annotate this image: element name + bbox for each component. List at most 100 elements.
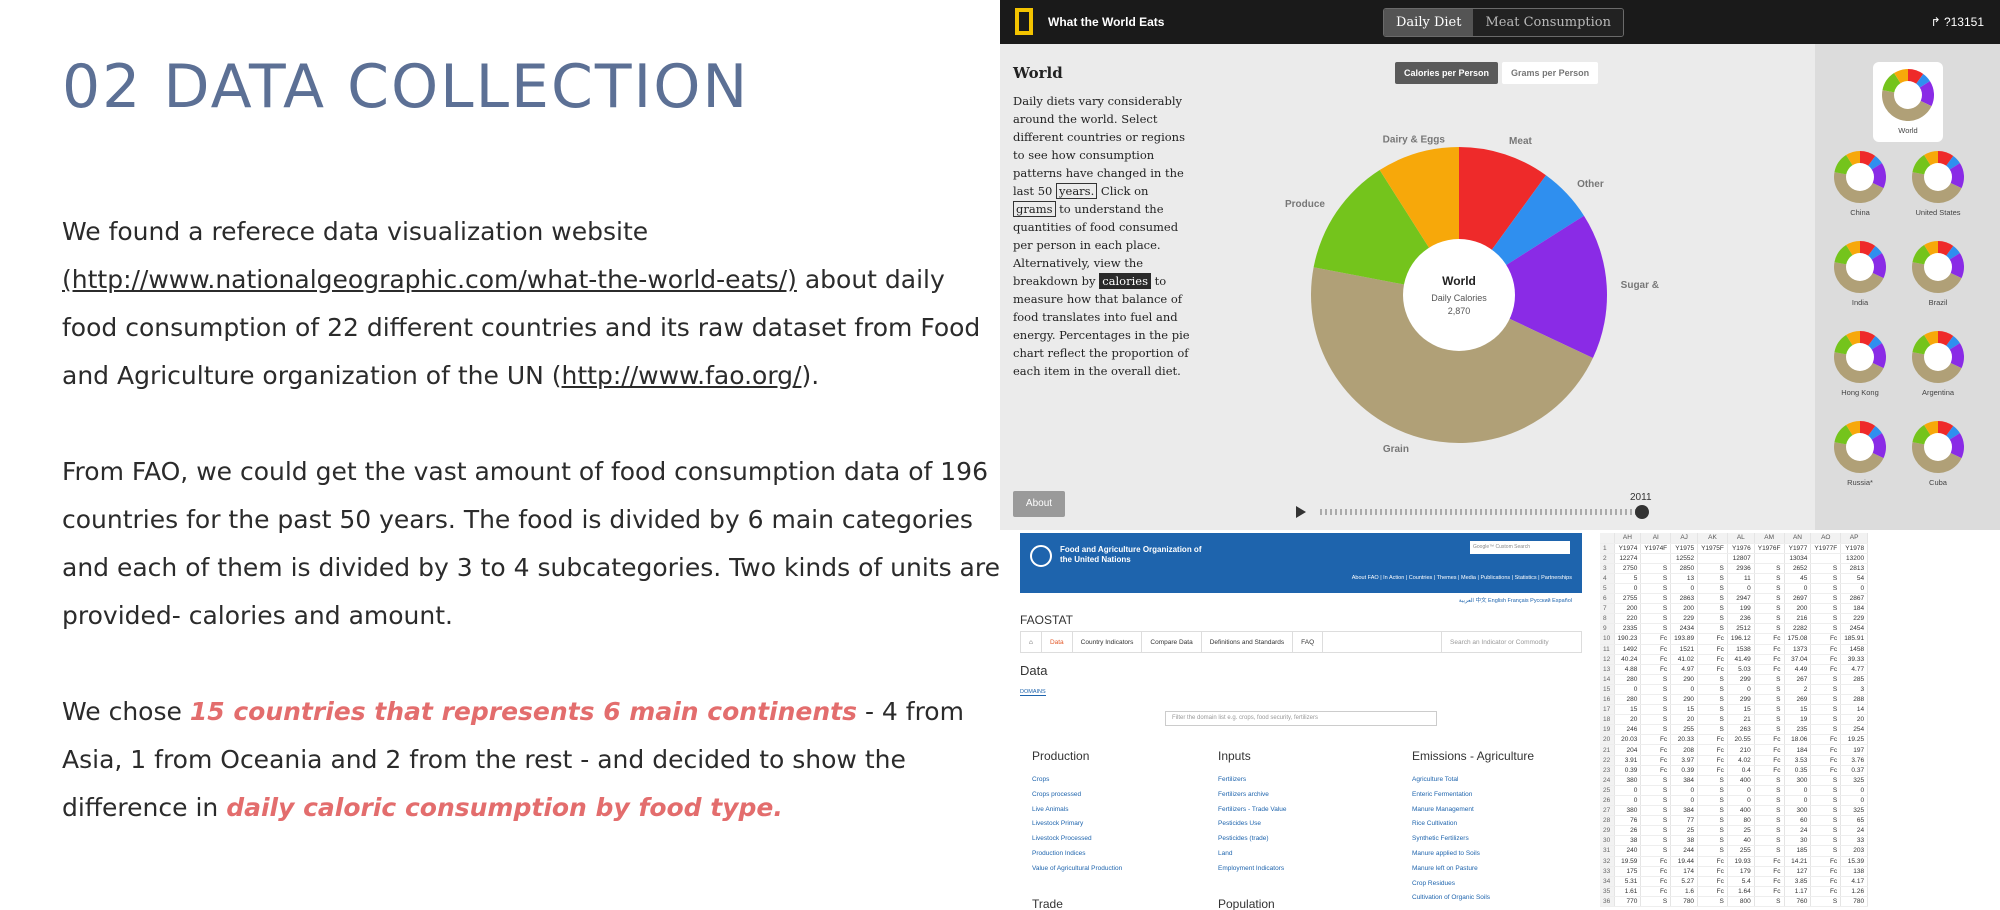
country-thumb-united-states[interactable]: United States	[1903, 144, 1973, 224]
row-number[interactable]: 12	[1600, 654, 1615, 665]
table-cell[interactable]: Fc	[1640, 765, 1672, 776]
table-cell[interactable]: 299	[1727, 674, 1755, 685]
table-cell[interactable]: 14	[1840, 704, 1869, 716]
table-cell[interactable]: S	[1697, 714, 1728, 726]
table-cell[interactable]: 0	[1784, 795, 1812, 807]
table-cell[interactable]: 20.55	[1727, 734, 1755, 746]
table-cell[interactable]: 4.97	[1670, 664, 1699, 675]
table-cell[interactable]: 2434	[1670, 623, 1699, 635]
table-cell[interactable]	[1810, 553, 1842, 564]
table-cell[interactable]: Fc	[1640, 856, 1672, 867]
natgeo-link[interactable]: (http://www.nationalgeographic.com/what-…	[62, 265, 797, 294]
table-cell[interactable]: S	[1754, 714, 1785, 726]
table-cell[interactable]: S	[1810, 583, 1842, 595]
table-cell[interactable]: 175.08	[1784, 633, 1812, 645]
table-cell[interactable]: 800	[1727, 896, 1755, 907]
table-cell[interactable]: 254	[1840, 724, 1869, 736]
table-cell[interactable]: S	[1810, 835, 1842, 847]
table-cell[interactable]: 0	[1840, 795, 1869, 807]
table-cell[interactable]: S	[1697, 704, 1728, 716]
domains-tab[interactable]: DOMAINS	[1020, 689, 1046, 696]
row-number[interactable]: 13	[1600, 664, 1615, 675]
table-cell[interactable]: 200	[1614, 603, 1642, 615]
table-cell[interactable]: Fc	[1754, 856, 1785, 867]
column-header[interactable]: AH	[1614, 533, 1642, 544]
indicator-search-input[interactable]: Search an Indicator or Commodity	[1441, 632, 1581, 652]
table-cell[interactable]: 0.37	[1840, 765, 1869, 776]
table-cell[interactable]: 288	[1840, 694, 1869, 706]
table-cell[interactable]: 267	[1784, 674, 1812, 685]
table-cell[interactable]: 38	[1670, 835, 1699, 847]
table-cell[interactable]: S	[1754, 795, 1785, 807]
table-cell[interactable]: Y1976	[1727, 543, 1755, 554]
table-cell[interactable]: 3	[1840, 684, 1869, 696]
table-cell[interactable]: 19.44	[1670, 856, 1699, 867]
row-number[interactable]: 19	[1600, 724, 1615, 736]
table-cell[interactable]: 3.91	[1614, 755, 1642, 766]
tab-daily-diet[interactable]: Daily Diet	[1384, 9, 1474, 36]
table-cell[interactable]: 1492	[1614, 644, 1642, 655]
table-cell[interactable]: S	[1754, 583, 1785, 595]
table-cell[interactable]: Fc	[1640, 664, 1672, 675]
domain-link[interactable]: Manure left on Pasture	[1412, 864, 1478, 872]
table-cell[interactable]: S	[1754, 896, 1785, 907]
table-cell[interactable]: 2512	[1727, 623, 1755, 635]
table-cell[interactable]: Fc	[1754, 755, 1785, 766]
table-cell[interactable]: S	[1640, 684, 1672, 696]
table-cell[interactable]: Fc	[1697, 765, 1728, 776]
table-cell[interactable]: S	[1640, 603, 1672, 615]
table-cell[interactable]: 236	[1727, 613, 1755, 625]
domain-link[interactable]: Rice Cultivation	[1412, 820, 1458, 828]
table-cell[interactable]	[1697, 553, 1728, 564]
row-number[interactable]: 36	[1600, 896, 1615, 907]
year-slider[interactable]	[1320, 509, 1642, 515]
table-cell[interactable]: 19.93	[1727, 856, 1755, 867]
table-cell[interactable]: 1.6	[1670, 886, 1699, 897]
table-cell[interactable]: Fc	[1640, 876, 1672, 887]
domain-link[interactable]: Livestock Processed	[1032, 835, 1092, 843]
table-cell[interactable]: Fc	[1754, 744, 1785, 756]
table-cell[interactable]: S	[1754, 835, 1785, 847]
table-cell[interactable]: S	[1754, 815, 1785, 827]
table-cell[interactable]: 18.06	[1784, 734, 1812, 746]
table-cell[interactable]: 193.89	[1670, 633, 1699, 645]
column-header[interactable]: AK	[1697, 533, 1728, 544]
table-cell[interactable]: 4.88	[1614, 664, 1642, 675]
domain-link[interactable]: Pesticides Use	[1218, 820, 1261, 828]
table-cell[interactable]: Fc	[1640, 886, 1672, 897]
table-cell[interactable]: Fc	[1697, 734, 1728, 746]
domain-link[interactable]: Fertilizers	[1218, 776, 1247, 783]
table-cell[interactable]: 26	[1614, 825, 1642, 837]
table-cell[interactable]: S	[1640, 583, 1672, 595]
table-cell[interactable]: 4.49	[1784, 664, 1812, 675]
table-cell[interactable]: 0.35	[1784, 765, 1812, 776]
row-number[interactable]: 24	[1600, 775, 1615, 786]
table-cell[interactable]: S	[1754, 573, 1785, 584]
row-number[interactable]: 25	[1600, 785, 1615, 796]
table-cell[interactable]: 5.27	[1670, 876, 1699, 887]
fao-search-input[interactable]: Google™ Custom Search	[1470, 541, 1570, 554]
domain-link[interactable]: Manure applied to Soils	[1412, 849, 1480, 857]
table-cell[interactable]: Fc	[1810, 744, 1842, 756]
table-cell[interactable]: 25	[1670, 825, 1699, 837]
table-cell[interactable]: Y1978	[1840, 543, 1869, 554]
table-cell[interactable]: 20	[1840, 714, 1869, 726]
table-cell[interactable]: Fc	[1754, 664, 1785, 675]
column-header[interactable]: AI	[1640, 533, 1672, 544]
table-cell[interactable]: S	[1697, 694, 1728, 706]
table-cell[interactable]: S	[1697, 775, 1728, 786]
table-cell[interactable]: 2936	[1727, 563, 1755, 574]
table-cell[interactable]: 2863	[1670, 593, 1699, 605]
table-cell[interactable]: 185.91	[1840, 633, 1869, 645]
fao-link[interactable]: http://www.fao.org/	[561, 361, 802, 390]
table-cell[interactable]: 0	[1840, 583, 1869, 595]
table-cell[interactable]: 263	[1727, 724, 1755, 736]
table-cell[interactable]	[1640, 553, 1672, 564]
row-number[interactable]: 33	[1600, 866, 1615, 877]
calories-button[interactable]: calories	[1099, 273, 1151, 289]
table-cell[interactable]: Fc	[1754, 633, 1785, 645]
table-cell[interactable]: 204	[1614, 744, 1642, 756]
table-cell[interactable]: S	[1810, 684, 1842, 696]
table-cell[interactable]: 4.17	[1840, 876, 1869, 887]
table-cell[interactable]: Fc	[1697, 866, 1728, 877]
